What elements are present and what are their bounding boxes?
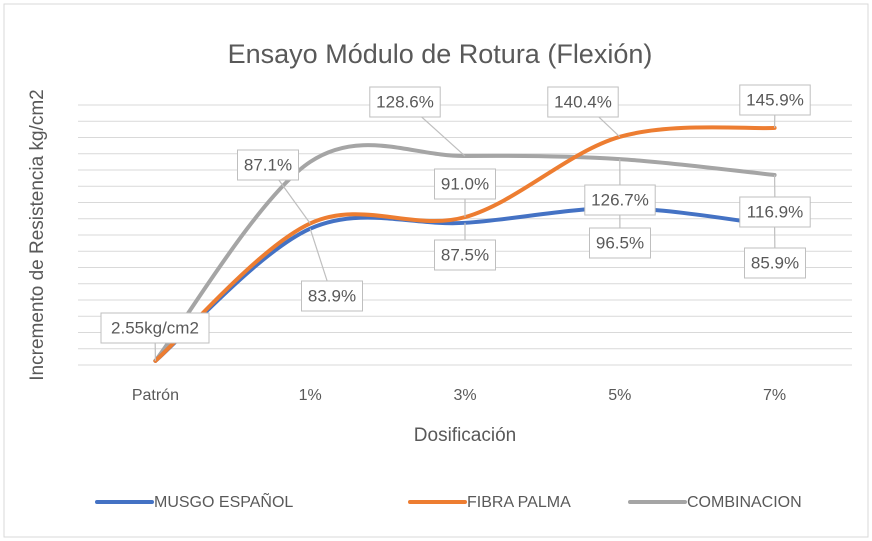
- callout-box: [739, 84, 811, 116]
- chart-title: Ensayo Módulo de Rotura (Flexión): [228, 39, 653, 69]
- series-line: [153, 143, 777, 363]
- callout-box: [744, 247, 806, 279]
- callout-box: [100, 312, 210, 344]
- callout-box: [739, 196, 811, 228]
- x-tick-label: Patrón: [132, 387, 179, 404]
- callout-box: [584, 184, 656, 216]
- data-label: 126.7%: [591, 190, 649, 209]
- data-label: 145.9%: [746, 90, 804, 109]
- x-tick-label: 1%: [299, 387, 322, 404]
- data-label: 128.6%: [376, 92, 434, 111]
- data-label: 2.55kg/cm2: [111, 318, 199, 337]
- x-axis-label: Dosificación: [414, 425, 516, 446]
- callout-box: [301, 280, 363, 312]
- x-tick-label: 3%: [453, 387, 476, 404]
- data-label: 87.5%: [441, 245, 489, 264]
- data-label: 91.0%: [441, 174, 489, 193]
- callout-box: [369, 86, 441, 118]
- data-label: 140.4%: [554, 92, 612, 111]
- legend-label: FIBRA PALMA: [467, 494, 571, 511]
- series-line: [153, 125, 777, 363]
- x-tick-label: 7%: [763, 387, 786, 404]
- callout-box: [237, 149, 299, 181]
- callout-box: [434, 239, 496, 271]
- data-label: 96.5%: [596, 233, 644, 252]
- data-label: 83.9%: [308, 286, 356, 305]
- data-label: 116.9%: [747, 202, 803, 221]
- callout-box: [547, 86, 619, 118]
- data-label: 87.1%: [244, 155, 292, 174]
- data-label: 85.9%: [751, 253, 799, 272]
- x-tick-label: 5%: [608, 387, 631, 404]
- callout-box: [434, 168, 496, 200]
- callout-box: [589, 227, 651, 259]
- y-axis-label: Incremento de Resistencia kg/cm2: [27, 89, 48, 380]
- legend-label: MUSGO ESPAÑOL: [154, 491, 293, 511]
- legend-label: COMBINACION: [687, 494, 802, 511]
